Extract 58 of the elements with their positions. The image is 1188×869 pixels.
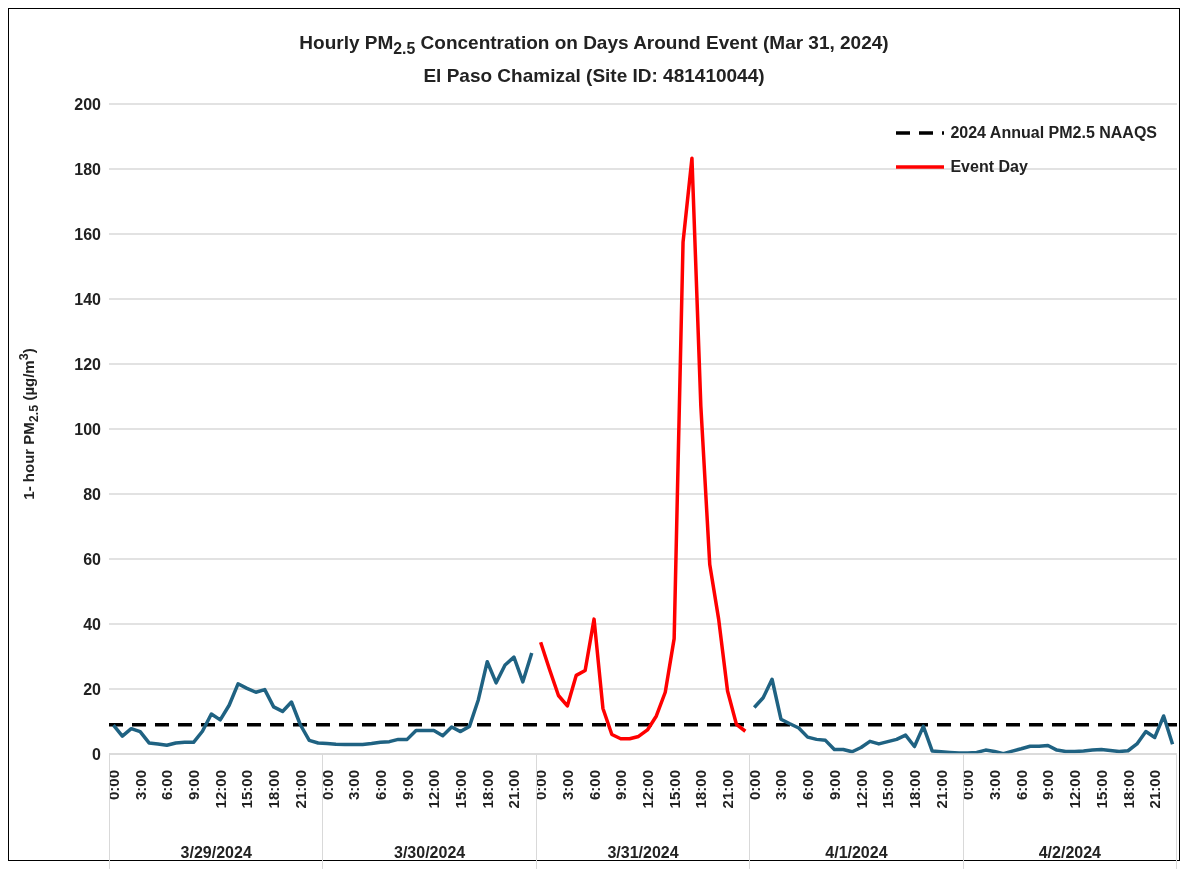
x-tick-label: 15:00 xyxy=(879,770,897,809)
y-tick-label: 160 xyxy=(74,225,102,243)
x-tick-label: 15:00 xyxy=(665,770,683,809)
legend-label: Event Day xyxy=(950,158,1028,176)
x-tick-label: 3:00 xyxy=(345,770,363,801)
x-tick-label: 3:00 xyxy=(986,770,1004,801)
x-tick-label: 18:00 xyxy=(692,770,710,809)
x-tick-label: 15:00 xyxy=(452,770,470,809)
line-series xyxy=(538,156,748,741)
x-tick-label: 3:00 xyxy=(131,770,149,801)
x-tick-label: 12:00 xyxy=(852,770,870,809)
x-tick-label: 9:00 xyxy=(825,770,843,801)
y-tick-label: 180 xyxy=(74,160,102,178)
x-tick-label: 18:00 xyxy=(478,770,496,809)
x-tick-label: 18:00 xyxy=(1119,770,1137,809)
text: 4/2/2024 xyxy=(962,834,1178,869)
y-tick-label: 120 xyxy=(74,355,102,373)
x-tick-label: 0:00 xyxy=(318,770,336,801)
x-tick-label: 6:00 xyxy=(799,770,817,801)
x-tick-label: 21:00 xyxy=(1146,770,1164,809)
x-tick-label: 12:00 xyxy=(425,770,443,809)
x-tick-label: 9:00 xyxy=(398,770,416,801)
y-tick-label: 80 xyxy=(83,485,102,503)
x-tick-label: 0:00 xyxy=(745,770,763,801)
x-tick-label: 21:00 xyxy=(505,770,523,809)
x-tick-label: 9:00 xyxy=(185,770,203,801)
y-tick-label: 40 xyxy=(83,615,102,633)
y-tick-label: 0 xyxy=(92,745,102,763)
text: 3/30/2024 xyxy=(322,834,536,869)
x-tick-label: 21:00 xyxy=(932,770,950,809)
x-tick-label: 18:00 xyxy=(265,770,283,809)
text: 4/1/2024 xyxy=(749,834,963,869)
chart-subtitle: El Paso Chamizal (Site ID: 481410044) xyxy=(423,64,765,86)
chart-title: Hourly PM$_{2.5}$ Concentration on Days Around Event (Mar 31, 2024) xyxy=(299,32,889,57)
x-tick-label: 15:00 xyxy=(238,770,256,809)
y-tick-label: 100 xyxy=(74,420,102,438)
x-tick-label: 21:00 xyxy=(719,770,737,809)
x-tick-label: 18:00 xyxy=(905,770,923,809)
y-tick-label: 60 xyxy=(83,550,102,568)
y-tick-label: 200 xyxy=(74,95,102,113)
x-tick-label: 6:00 xyxy=(585,770,603,801)
text: 3/29/2024 xyxy=(109,834,323,869)
x-tick-label: 9:00 xyxy=(1039,770,1057,801)
x-tick-label: 12:00 xyxy=(1066,770,1084,809)
x-tick-label: 6:00 xyxy=(371,770,389,801)
y-tick-label: 20 xyxy=(83,680,102,698)
x-tick-label: 6:00 xyxy=(158,770,176,801)
x-tick-label: 3:00 xyxy=(772,770,790,801)
x-tick-label: 15:00 xyxy=(1092,770,1110,809)
legend-label: 2024 Annual PM2.5 NAAQS xyxy=(950,124,1157,142)
x-tick-label: 12:00 xyxy=(638,770,656,809)
x-tick-label: 12:00 xyxy=(211,770,229,809)
x-tick-label: 6:00 xyxy=(1012,770,1030,801)
y-tick-label: 140 xyxy=(74,290,102,308)
x-tick-label: 3:00 xyxy=(558,770,576,801)
text: 3/31/2024 xyxy=(535,834,750,869)
x-tick-label: 9:00 xyxy=(612,770,630,801)
x-tick-label: 21:00 xyxy=(291,770,309,809)
